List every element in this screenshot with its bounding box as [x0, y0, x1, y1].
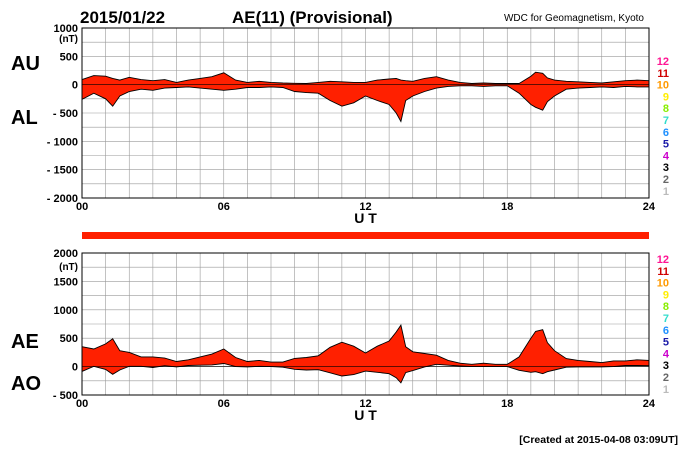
station-legend-item: 10: [657, 80, 669, 92]
y-tick-label: - 500: [53, 108, 78, 120]
side-label-ae: AE: [11, 331, 39, 353]
y-tick-label: - 500: [53, 390, 78, 402]
au-al-panel: 1000 500 0 - 500 - 1000 - 1500 - 2000 (nT) 00 06 1…: [11, 23, 656, 226]
station-legend-item: 9: [663, 289, 669, 301]
x-tick-label: 06: [218, 398, 230, 410]
unit-label: (nT): [59, 34, 78, 45]
series-line-au: [81, 71, 650, 84]
side-label-ao: AO: [11, 373, 41, 395]
plot-frame: [81, 252, 650, 396]
y-tick-label: 0: [72, 80, 78, 92]
station-legend-item: 11: [657, 266, 669, 278]
station-legend-item: 7: [663, 115, 669, 127]
station-legend-item: 8: [663, 103, 669, 115]
side-label-au: AU: [11, 53, 40, 75]
station-legend-item: 3: [663, 360, 669, 372]
station-legend-item: 4: [663, 150, 670, 162]
x-tick-label: 00: [76, 398, 88, 410]
station-legend-item: 2: [663, 174, 669, 186]
x-tick-label: 12: [359, 201, 371, 213]
y-tick-label: 500: [60, 333, 78, 345]
x-tick-label: 24: [643, 201, 656, 213]
date-label: 2015/01/22: [80, 8, 165, 27]
x-axis-label: U T: [354, 407, 377, 423]
station-legend-item: 3: [663, 162, 669, 174]
x-tick-label: 18: [501, 398, 513, 410]
station-legend-item: 4: [663, 348, 670, 360]
y-tick-label: 2000: [54, 248, 78, 260]
band-fill-area: [82, 325, 649, 383]
station-legend-item: 7: [663, 313, 669, 325]
y-tick-label: - 1500: [47, 165, 78, 177]
x-tick-label: 00: [76, 201, 88, 213]
source-label: WDC for Geomagnetism, Kyoto: [504, 13, 644, 24]
station-legend-item: 11: [657, 68, 669, 80]
station-legend-item: 9: [663, 91, 669, 103]
y-tick-label: - 1000: [47, 136, 78, 148]
y-tick-label: 1000: [54, 23, 78, 35]
station-legend-item: 6: [663, 325, 669, 337]
station-legend-item: 1: [663, 186, 669, 198]
x-tick-label: 12: [359, 398, 371, 410]
chart-title: AE(11) (Provisional): [232, 8, 393, 27]
y-tick-label: 0: [72, 362, 78, 374]
station-legend-item: 2: [663, 372, 669, 384]
separator-bar: [82, 232, 649, 239]
x-tick-label: 18: [501, 201, 513, 213]
y-tick-label: 500: [60, 51, 78, 63]
station-legend-item: 5: [663, 337, 669, 349]
station-legend-item: 8: [663, 301, 669, 313]
x-axis-label: U T: [354, 210, 377, 226]
side-label-al: AL: [11, 107, 38, 129]
station-legend-item: 6: [663, 127, 669, 139]
station-legend-item: 12: [657, 56, 669, 68]
series-line-al: [81, 85, 649, 123]
station-legend-item: 1: [663, 384, 669, 396]
x-tick-label: 24: [643, 398, 656, 410]
x-tick-label: 06: [218, 201, 230, 213]
y-tick-label: 1000: [54, 305, 78, 317]
created-timestamp: [Created at 2015-04-08 03:09UT]: [519, 434, 678, 446]
y-tick-label: 1500: [54, 276, 78, 288]
plot-frame: [81, 27, 650, 199]
unit-label: (nT): [59, 262, 78, 273]
ae-ao-panel: 2000 1500 1000 500 0 - 500 (nT) 00 06 12 18 24 U T AE…: [11, 248, 656, 423]
station-legend-item: 10: [657, 278, 669, 290]
y-tick-label: - 2000: [47, 193, 78, 205]
station-legend-item: 5: [663, 139, 669, 151]
station-legend-item: 12: [657, 254, 669, 266]
series-line-ae: [81, 323, 650, 365]
